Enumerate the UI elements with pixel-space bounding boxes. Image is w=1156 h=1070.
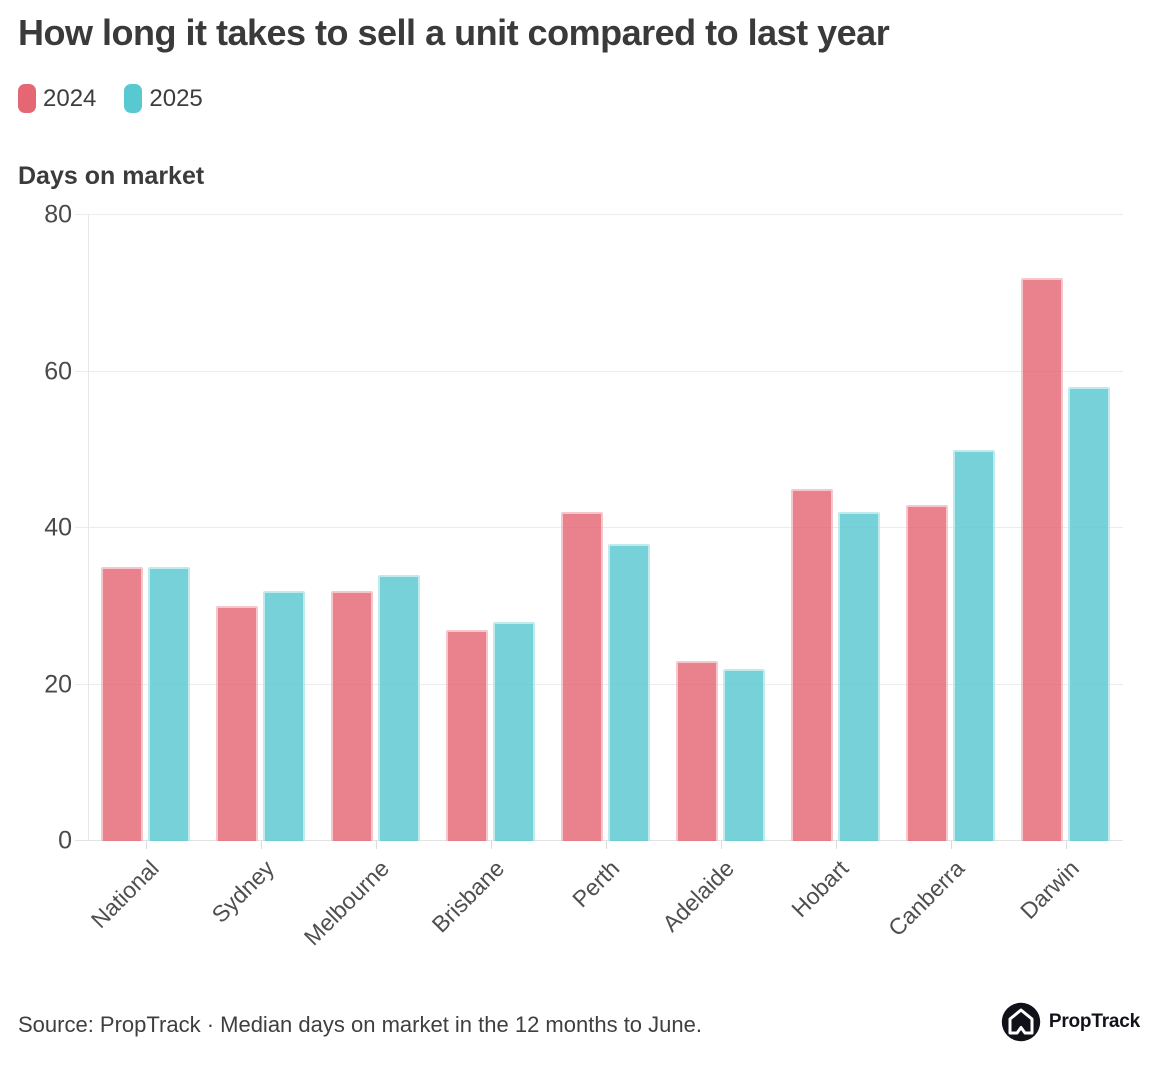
bar-2024-hobart [791,488,833,841]
house-arrow-icon [1001,1002,1041,1042]
y-tick-label-80: 80 [44,200,72,229]
source-text: Source: PropTrack · Median days on marke… [18,1012,702,1037]
legend-swatch-2024-icon [18,84,36,113]
x-label-canberra: Canberra [882,855,969,942]
x-label-melbourne: Melbourne [298,855,394,951]
x-tick-perth [605,841,607,849]
x-label-sydney: Sydney [206,855,279,928]
bar-group-brisbane [433,215,548,841]
bar-group-adelaide [663,215,778,841]
proptrack-logo: PropTrack [1001,1002,1140,1042]
legend-item-2025: 2025 [124,84,203,113]
x-label-brisbane: Brisbane [426,855,509,938]
gridline-60 [75,370,1123,372]
bar-2024-melbourne [331,590,373,841]
bar-2024-sydney [216,606,258,841]
bar-2025-hobart [838,512,880,841]
bar-2025-brisbane [493,621,535,841]
bar-2025-sydney [263,590,305,841]
legend-item-2024: 2024 [18,84,96,113]
x-tick-brisbane [490,841,492,849]
x-label-hobart: Hobart [786,855,854,923]
bar-group-canberra [893,215,1008,841]
proptrack-logo-text: PropTrack [1048,1011,1140,1032]
bar-group-perth [548,215,663,841]
bar-group-darwin [1008,215,1123,841]
bar-2025-melbourne [378,574,420,841]
legend-label-2025: 2025 [149,84,203,112]
plot-area: National Sydney Melbourne Brisbane Perth Adel… [75,214,1123,950]
gridline-80 [75,214,1123,215]
bar-2025-adelaide [723,668,765,841]
legend-label-2024: 2024 [43,84,97,112]
chart-title: How long it takes to sell a unit compare… [18,12,890,53]
y-tick-label-40: 40 [44,513,72,542]
x-tick-darwin [1065,841,1067,849]
bar-2024-brisbane [446,629,488,841]
bar-2025-perth [608,543,650,841]
y-axis-title: Days on market [18,162,205,190]
legend: 2024 2025 [18,84,203,113]
bar-2025-canberra [953,449,995,841]
y-axis-tick-labels: 0 20 40 60 80 [0,201,72,855]
bar-2024-perth [561,512,603,841]
y-axis-line [88,215,89,841]
x-tick-adelaide [720,841,722,849]
bar-2025-darwin [1068,387,1110,841]
legend-swatch-2025-icon [124,84,143,113]
x-label-national: National [85,855,164,934]
y-tick-label-20: 20 [44,670,72,698]
bar-2024-darwin [1021,277,1063,841]
bars-layer [88,215,1123,841]
bar-group-sydney [203,215,318,841]
bar-2024-canberra [906,504,948,841]
x-label-adelaide: Adelaide [657,855,739,937]
y-tick-label-0: 0 [58,826,72,855]
bar-group-national [88,215,203,841]
x-tick-sydney [260,841,262,849]
x-tick-canberra [950,841,952,849]
x-label-darwin: Darwin [1014,855,1084,924]
bar-2025-national [148,567,190,841]
y-tick-label-60: 60 [44,357,72,385]
x-tick-national [145,841,147,849]
bar-group-melbourne [318,215,433,841]
x-tick-hobart [835,841,837,849]
x-label-perth: Perth [566,855,624,913]
x-tick-melbourne [375,841,377,849]
bar-2024-national [101,567,143,841]
bar-group-hobart [778,215,893,841]
bar-2024-adelaide [676,661,718,841]
